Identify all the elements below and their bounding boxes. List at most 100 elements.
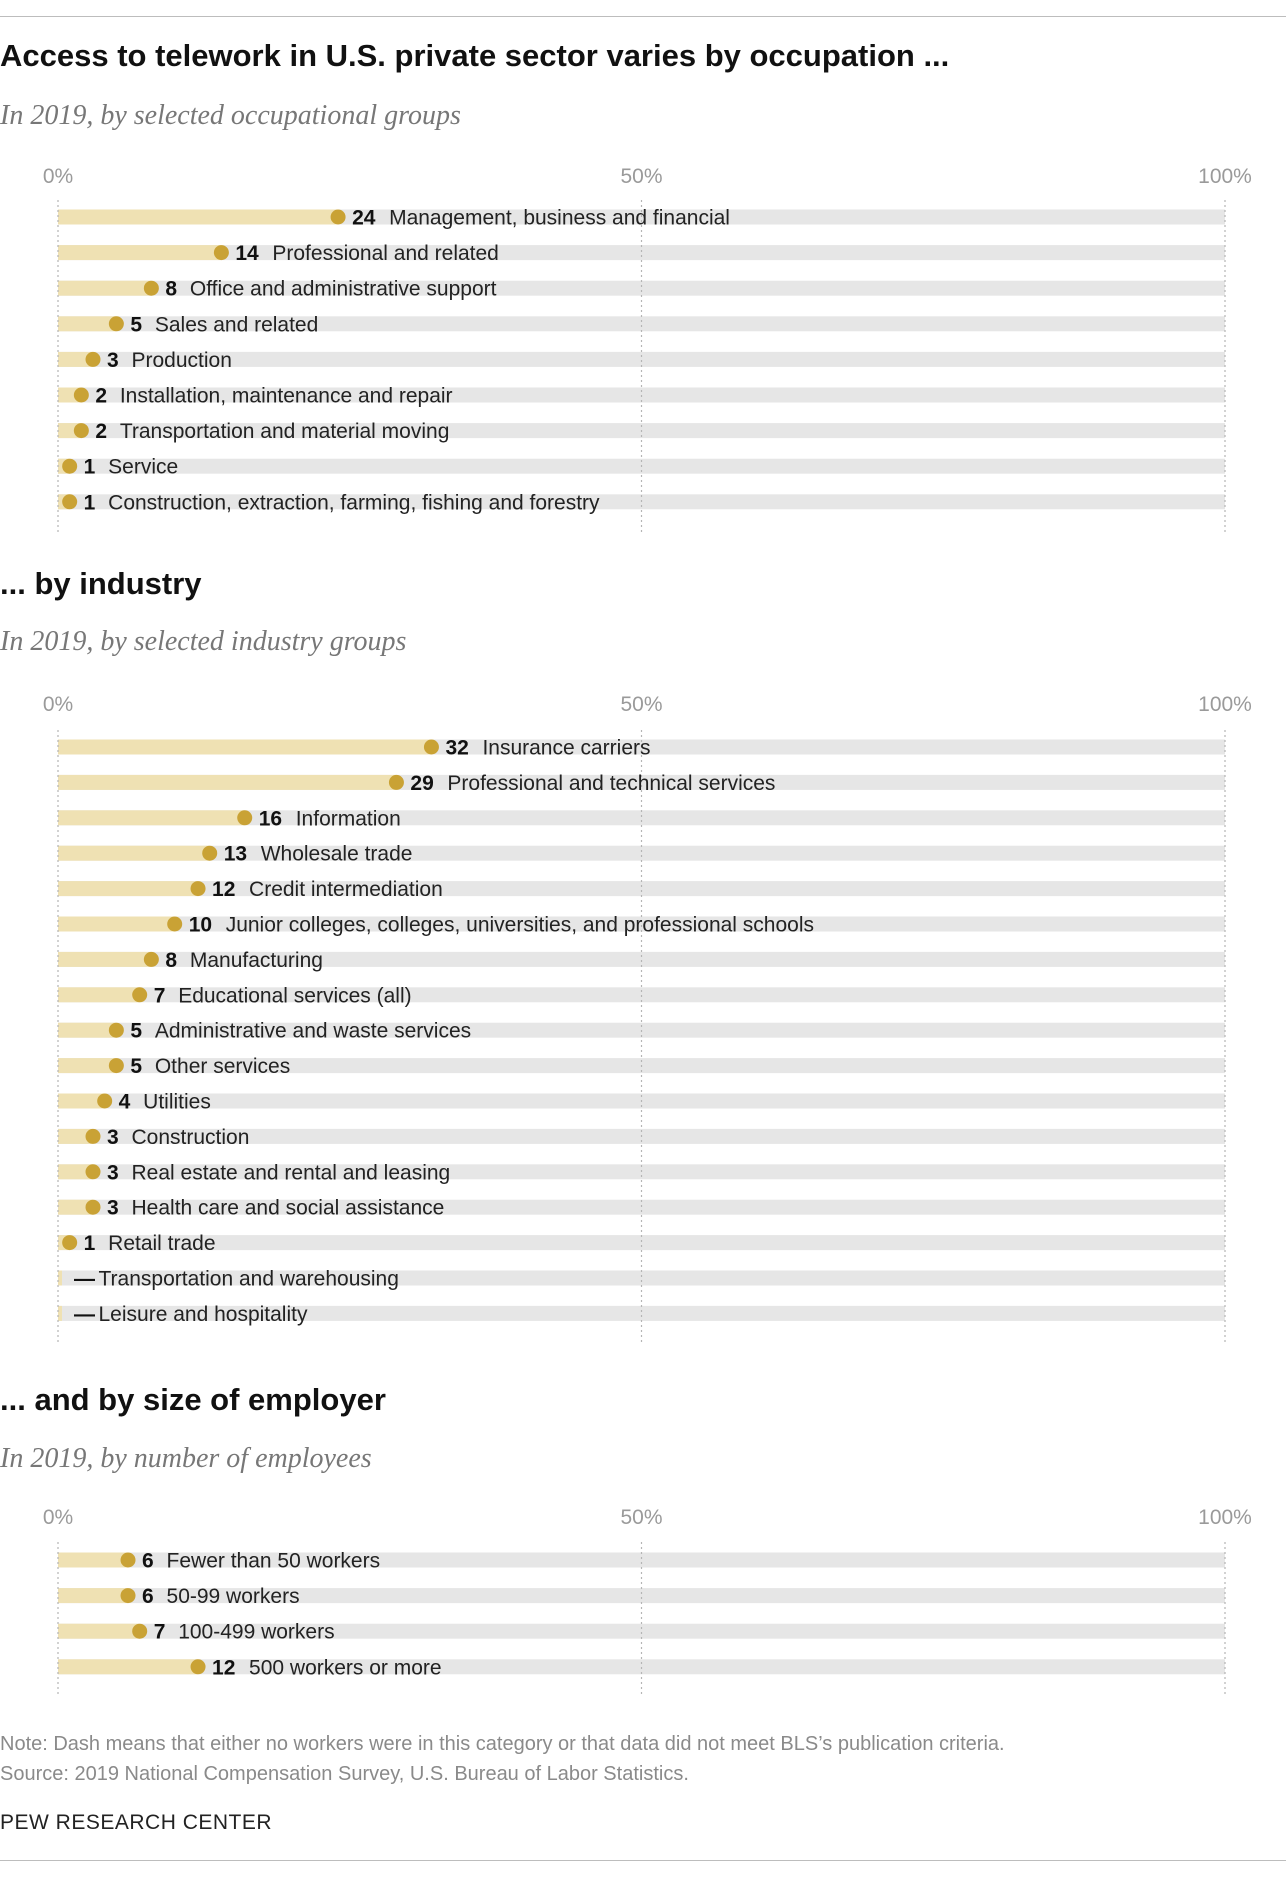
bar-track — [58, 1199, 1225, 1215]
data-label: 12 — [212, 878, 235, 901]
data-label: 3 — [107, 1197, 119, 1220]
data-label: 10 — [189, 914, 212, 937]
data-point-dot — [108, 1058, 124, 1074]
category-label: Credit intermediation — [249, 878, 443, 901]
category-label: Management, business and financial — [389, 207, 730, 230]
category-label: Construction, extraction, farming, fishi… — [108, 491, 600, 514]
chart-subtitle-occupation: In 2019, by selected occupational groups — [0, 100, 461, 131]
source-note: Source: 2019 National Compensation Surve… — [0, 1763, 689, 1785]
data-label: 1 — [84, 456, 96, 479]
data-point-dot — [85, 351, 101, 367]
x-tick-label: 50% — [620, 1506, 662, 1529]
bar — [58, 951, 152, 967]
bar — [58, 1305, 62, 1321]
data-label: 1 — [84, 491, 96, 514]
data-label: — — [74, 1268, 95, 1291]
bar-track — [58, 951, 1225, 967]
data-point-dot — [330, 209, 346, 225]
category-label: Construction — [132, 1126, 250, 1149]
data-label: 3 — [107, 349, 119, 372]
bar-track — [58, 1270, 1225, 1286]
data-point-dot — [62, 494, 78, 510]
x-tick-label: 50% — [620, 693, 662, 716]
category-label: Professional and technical services — [447, 772, 775, 795]
data-point-dot — [132, 987, 148, 1003]
bar-track — [58, 1588, 1225, 1604]
bar-track — [58, 1552, 1225, 1568]
chart-title-employer-size: ... and by size of employer — [0, 1382, 386, 1417]
data-label: 24 — [352, 207, 376, 230]
data-point-dot — [108, 1022, 124, 1038]
bar — [58, 845, 210, 861]
category-label: Junior colleges, colleges, universities,… — [226, 914, 814, 937]
data-label: — — [74, 1303, 95, 1326]
bar — [58, 1199, 94, 1215]
data-point-dot — [73, 387, 89, 403]
data-label: 29 — [410, 772, 433, 795]
chart-subtitle-employer-size: In 2019, by number of employees — [0, 1443, 372, 1474]
category-label: Transportation and warehousing — [99, 1268, 399, 1291]
bar — [58, 1659, 199, 1675]
category-label: Fewer than 50 workers — [167, 1550, 381, 1573]
category-label: Information — [296, 807, 401, 830]
chart-subtitle-industry: In 2019, by selected industry groups — [0, 626, 407, 657]
category-label: Leisure and hospitality — [99, 1303, 308, 1326]
data-point-dot — [213, 245, 229, 261]
bar — [58, 1093, 105, 1109]
data-label: 3 — [107, 1161, 119, 1184]
bar-track — [58, 351, 1225, 367]
data-label: 6 — [142, 1585, 154, 1608]
data-label: 32 — [445, 737, 468, 760]
data-label: 2 — [95, 420, 107, 443]
bar-track — [58, 280, 1225, 296]
data-point-dot — [237, 810, 253, 826]
data-label: 13 — [224, 843, 247, 866]
data-point-dot — [202, 845, 218, 861]
data-label: 7 — [154, 984, 166, 1007]
brand-logo-text: PEW RESEARCH CENTER — [0, 1811, 273, 1834]
category-label: Administrative and waste services — [155, 1020, 471, 1043]
data-point-dot — [120, 1588, 136, 1604]
data-label: 4 — [119, 1091, 131, 1114]
data-point-dot — [108, 316, 124, 332]
bar — [58, 316, 117, 332]
data-point-dot — [423, 739, 439, 755]
bar-track — [58, 1623, 1225, 1639]
bar — [58, 1128, 94, 1144]
category-label: 500 workers or more — [249, 1656, 442, 1679]
x-tick-label: 0% — [43, 1506, 73, 1529]
data-label: 2 — [95, 385, 107, 408]
category-label: Manufacturing — [190, 949, 323, 972]
data-label: 8 — [165, 949, 177, 972]
data-point-dot — [143, 951, 159, 967]
data-label: 7 — [154, 1621, 166, 1644]
bar — [58, 1022, 117, 1038]
footnote: Note: Dash means that either no workers … — [0, 1733, 1005, 1755]
data-point-dot — [85, 1128, 101, 1144]
bar-track — [58, 881, 1225, 897]
bar — [58, 245, 222, 261]
bar-track — [58, 1235, 1225, 1251]
data-label: 5 — [130, 1020, 142, 1043]
data-point-dot — [62, 1235, 78, 1251]
bar — [58, 881, 199, 897]
data-point-dot — [120, 1552, 136, 1568]
data-point-dot — [132, 1623, 148, 1639]
bar — [58, 209, 339, 225]
data-point-dot — [97, 1093, 113, 1109]
data-point-dot — [190, 1659, 206, 1675]
bar — [58, 916, 175, 932]
data-label: 16 — [259, 807, 282, 830]
category-label: Insurance carriers — [482, 737, 650, 760]
data-label: 8 — [165, 278, 177, 301]
category-label: Transportation and material moving — [120, 420, 450, 443]
category-label: Sales and related — [155, 313, 318, 336]
category-label: 50-99 workers — [167, 1585, 300, 1608]
data-point-dot — [190, 881, 206, 897]
category-label: Health care and social assistance — [132, 1197, 445, 1220]
category-label: Office and administrative support — [190, 278, 497, 301]
category-label: Service — [108, 456, 178, 479]
bar — [58, 810, 245, 826]
